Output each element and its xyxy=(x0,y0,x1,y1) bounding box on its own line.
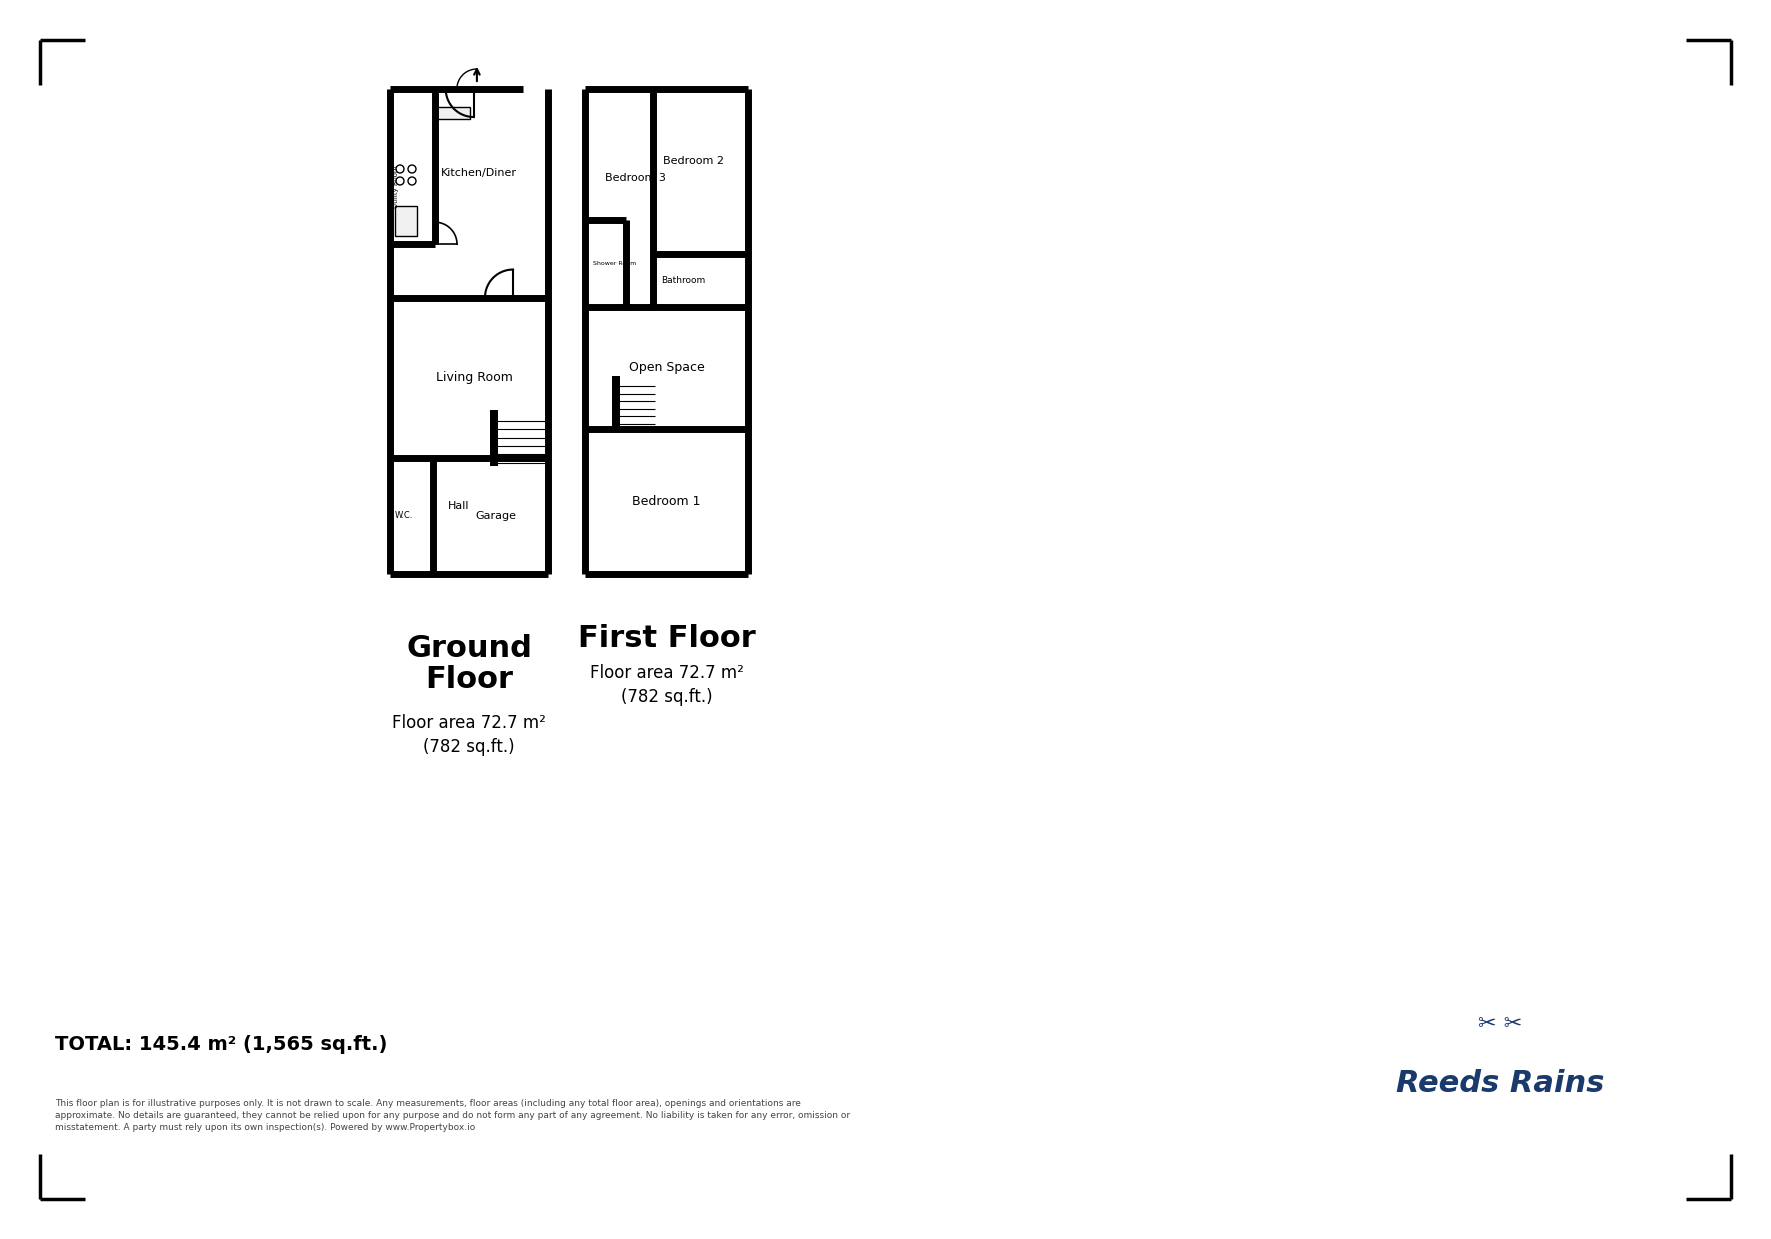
Bar xyxy=(471,82,501,92)
Text: Bedroom 1: Bedroom 1 xyxy=(632,494,701,508)
Text: This floor plan is for illustrative purposes only. It is not drawn to scale. Any: This floor plan is for illustrative purp… xyxy=(55,1099,850,1131)
Text: Shower Room: Shower Room xyxy=(593,261,636,266)
Text: Garage: Garage xyxy=(475,510,515,520)
Text: Floor area 72.7 m²
(782 sq.ft.): Floor area 72.7 m² (782 sq.ft.) xyxy=(391,714,545,756)
Bar xyxy=(491,410,498,466)
Text: Floor area 72.7 m²
(782 sq.ft.): Floor area 72.7 m² (782 sq.ft.) xyxy=(590,664,744,705)
Bar xyxy=(395,206,416,237)
Bar xyxy=(436,107,469,119)
Text: Open Space: Open Space xyxy=(629,362,705,374)
Text: TOTAL: 145.4 m² (1,565 sq.ft.): TOTAL: 145.4 m² (1,565 sq.ft.) xyxy=(55,1035,388,1053)
Text: Bedroom 2: Bedroom 2 xyxy=(664,156,724,166)
Bar xyxy=(613,375,620,426)
Text: W.C.: W.C. xyxy=(395,512,413,520)
Text: Reeds Rains: Reeds Rains xyxy=(1396,1069,1605,1099)
Text: Utility Room: Utility Room xyxy=(393,165,398,208)
Text: Bedroom 3: Bedroom 3 xyxy=(606,173,666,183)
Text: Hall: Hall xyxy=(448,501,469,510)
Text: Ground
Floor: Ground Floor xyxy=(406,634,531,694)
Text: Kitchen/Diner: Kitchen/Diner xyxy=(441,169,517,178)
Text: ✂ ✂: ✂ ✂ xyxy=(1477,1014,1523,1035)
Text: Bathroom: Bathroom xyxy=(661,276,705,285)
Text: First Floor: First Floor xyxy=(577,624,756,653)
Bar xyxy=(512,291,540,301)
Text: Living Room: Living Room xyxy=(436,370,512,384)
